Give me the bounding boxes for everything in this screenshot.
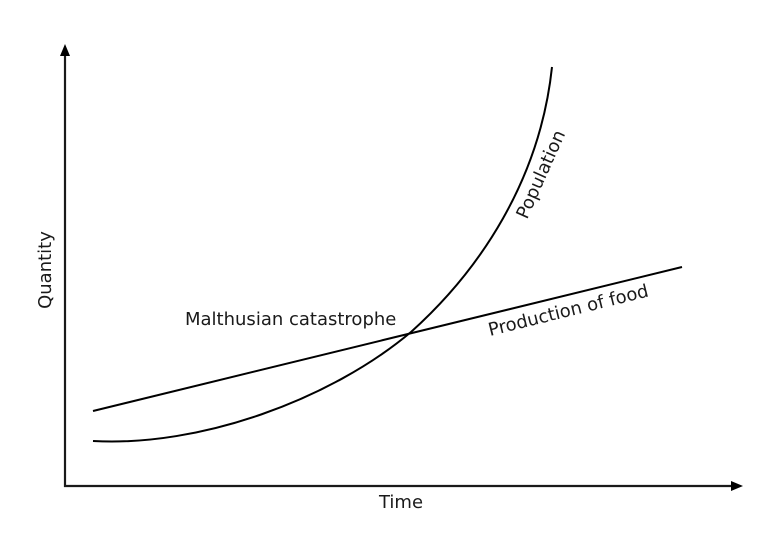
population-curve bbox=[92, 66, 553, 443]
x-axis-label: Time bbox=[378, 492, 423, 513]
y-axis-arrow-icon bbox=[60, 44, 70, 56]
food-production-line bbox=[92, 266, 683, 412]
x-axis-arrow-icon bbox=[731, 481, 743, 491]
food-label: Production of food bbox=[486, 281, 651, 341]
population-label: Population bbox=[512, 127, 570, 222]
y-axis-label: Quantity bbox=[35, 231, 56, 309]
catastrophe-label: Malthusian catastrophe bbox=[185, 309, 396, 330]
